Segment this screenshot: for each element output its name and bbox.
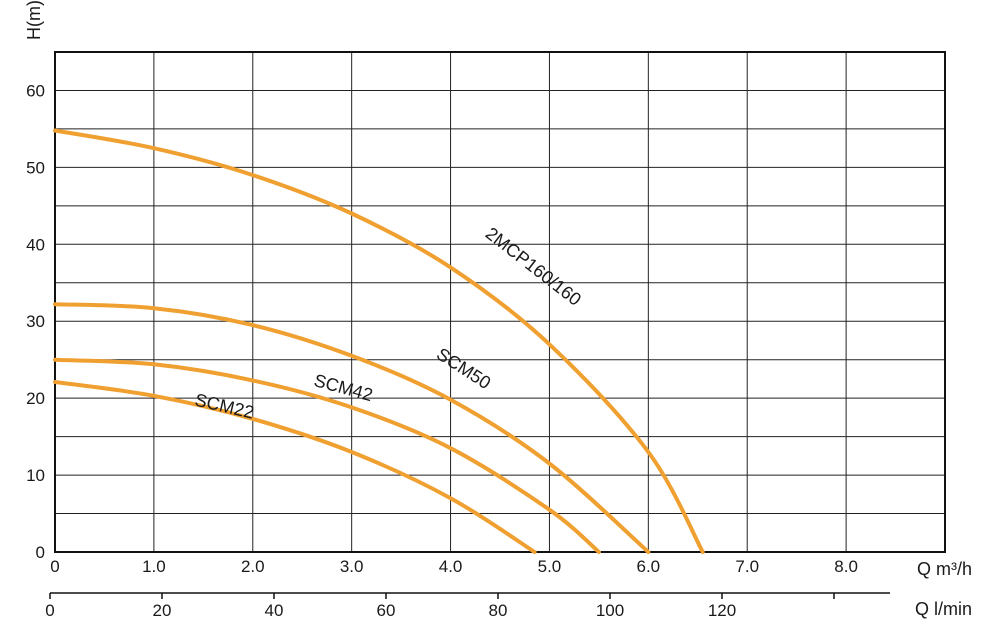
- x-tick-label: 0: [50, 557, 59, 576]
- y-tick-label: 60: [26, 81, 45, 100]
- y-tick-label: 0: [36, 543, 45, 562]
- series-line: [53, 380, 537, 554]
- series-label: SCM42: [312, 370, 375, 405]
- y-tick-label: 40: [26, 235, 45, 254]
- secondary-tick-label: 20: [153, 601, 172, 620]
- y-tick-label: 30: [26, 312, 45, 331]
- y-axis-label: H(m): [24, 0, 44, 40]
- y-tick-label: 50: [26, 158, 45, 177]
- plot-frame: [54, 51, 946, 553]
- x-tick-label: 5.0: [538, 557, 562, 576]
- series-label: 2MCP160/160: [482, 223, 585, 309]
- y-tick-label: 20: [26, 389, 45, 408]
- secondary-tick-label: 40: [265, 601, 284, 620]
- series-line: [53, 302, 651, 554]
- x-axis-label: Q m³/h: [917, 559, 972, 579]
- secondary-tick-label: 100: [596, 601, 624, 620]
- series-label: SCM22: [193, 390, 256, 423]
- secondary-tick-label: 60: [377, 601, 396, 620]
- x-tick-label: 6.0: [637, 557, 661, 576]
- x-tick-labels: 0 1.0 2.0 3.0 4.0 5.0 6.0 7.0 8.0: [50, 557, 858, 576]
- x-tick-label: 8.0: [834, 557, 858, 576]
- secondary-tick-label: 0: [45, 601, 54, 620]
- x-tick-label: 7.0: [735, 557, 759, 576]
- y-tick-labels: 0 10 20 30 40 50 60: [26, 81, 45, 562]
- series-label: SCM50: [433, 344, 494, 393]
- secondary-tick-label: 120: [708, 601, 736, 620]
- x-tick-label: 2.0: [241, 557, 265, 576]
- x-tick-label: 1.0: [142, 557, 166, 576]
- secondary-tick-label: 80: [489, 601, 508, 620]
- grid: [55, 52, 945, 552]
- secondary-x-axis-label: Q l/min: [915, 599, 972, 619]
- series-line: [53, 357, 601, 554]
- curves: [53, 128, 705, 554]
- x-tick-label: 4.0: [439, 557, 463, 576]
- secondary-x-axis: 0 20 40 60 80 100 120: [45, 592, 890, 620]
- y-tick-label: 10: [26, 466, 45, 485]
- series-line: [53, 128, 705, 554]
- x-tick-label: 3.0: [340, 557, 364, 576]
